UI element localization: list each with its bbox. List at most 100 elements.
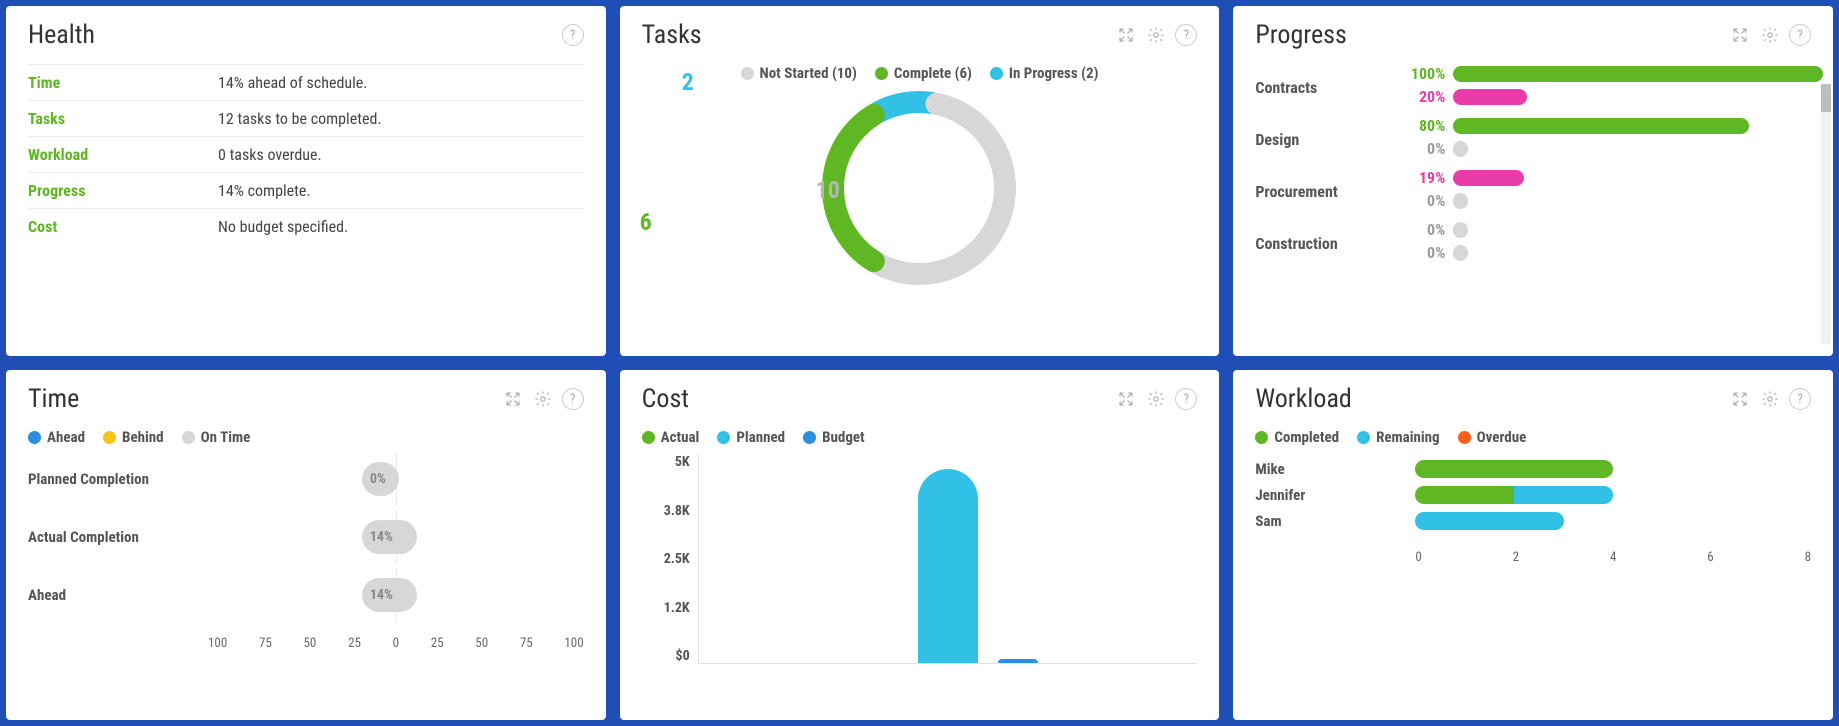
gear-icon[interactable]: [1145, 24, 1167, 46]
time-row: Ahead 14%: [28, 578, 584, 612]
health-card: Health ? Time 14% ahead of schedule.Task…: [6, 6, 606, 356]
help-icon[interactable]: ?: [1789, 24, 1811, 46]
time-metric: Ahead: [28, 586, 208, 604]
axis-tick: 100: [564, 636, 583, 651]
axis-tick: $0: [642, 648, 690, 664]
donut-value-label: 10: [816, 176, 840, 204]
axis-tick: 50: [304, 636, 317, 651]
legend-swatch: [642, 431, 655, 444]
progress-percent: 80%: [1395, 116, 1445, 135]
axis-tick: 100: [208, 636, 227, 651]
workload-segment: [1514, 486, 1613, 504]
health-value: No budget specified.: [218, 217, 348, 236]
cost-bar: [918, 469, 978, 663]
progress-row: Design 80% 0%: [1255, 116, 1823, 162]
cost-bar-chart: [698, 454, 1198, 664]
time-bubble: 0%: [362, 462, 399, 496]
progress-row: Contracts 100% 20%: [1255, 64, 1823, 110]
expand-icon[interactable]: [1115, 24, 1137, 46]
donut-value-label: 6: [640, 208, 652, 236]
progress-percent: 19%: [1395, 168, 1445, 187]
workload-row: Mike: [1255, 460, 1811, 478]
legend-item[interactable]: Overdue: [1458, 428, 1527, 446]
progress-percent: 0%: [1395, 220, 1445, 239]
axis-tick: 2.5K: [642, 551, 690, 567]
workload-person: Jennifer: [1255, 486, 1415, 504]
time-title: Time: [28, 384, 79, 414]
progress-bar: [1453, 141, 1468, 157]
workload-person: Sam: [1255, 512, 1415, 530]
workload-title: Workload: [1255, 384, 1351, 414]
health-label: Progress: [28, 181, 218, 200]
health-row: Cost No budget specified.: [28, 209, 584, 244]
workload-segment: [1415, 512, 1563, 530]
health-value: 0 tasks overdue.: [218, 145, 322, 164]
cost-title: Cost: [642, 384, 689, 414]
scrollbar[interactable]: [1821, 84, 1831, 344]
progress-row: Construction 0% 0%: [1255, 220, 1823, 266]
axis-tick: 0: [1415, 550, 1421, 565]
time-card: Time ? Ahead Behind On Time Planned Comple…: [6, 370, 606, 720]
axis-tick: 0: [393, 636, 399, 651]
progress-bar: [1453, 89, 1527, 105]
legend-swatch: [1458, 431, 1471, 444]
health-label: Cost: [28, 217, 218, 236]
axis-tick: 3.8K: [642, 503, 690, 519]
gear-icon[interactable]: [532, 388, 554, 410]
expand-icon[interactable]: [1729, 24, 1751, 46]
axis-tick: 1.2K: [642, 600, 690, 616]
gear-icon[interactable]: [1759, 388, 1781, 410]
progress-category: Design: [1255, 130, 1395, 149]
legend-item[interactable]: Complete (6): [875, 64, 972, 82]
health-row: Time 14% ahead of schedule.: [28, 65, 584, 101]
progress-bar: [1453, 245, 1468, 261]
gear-icon[interactable]: [1759, 24, 1781, 46]
axis-tick: 5K: [642, 454, 690, 470]
cost-card: Cost ? Actual Planned Budget 5K 3.8K 2.5K 1.2…: [620, 370, 1220, 720]
expand-icon[interactable]: [1115, 388, 1137, 410]
health-label: Workload: [28, 145, 218, 164]
legend-item[interactable]: Actual: [642, 428, 700, 446]
workload-card: Workload ? Completed Remaining Overdue Mik…: [1233, 370, 1833, 720]
legend-swatch: [875, 67, 888, 80]
progress-category: Construction: [1255, 234, 1395, 253]
expand-icon[interactable]: [1729, 388, 1751, 410]
legend-item[interactable]: Completed: [1255, 428, 1339, 446]
legend-item[interactable]: In Progress (2): [990, 64, 1099, 82]
axis-tick: 4: [1610, 550, 1616, 565]
cost-bar: [998, 659, 1038, 663]
workload-segment: [1415, 486, 1514, 504]
help-icon[interactable]: ?: [562, 24, 584, 46]
health-value: 12 tasks to be completed.: [218, 109, 382, 128]
tasks-donut-chart: 1062: [642, 88, 1198, 288]
expand-icon[interactable]: [502, 388, 524, 410]
progress-row: Procurement 19% 0%: [1255, 168, 1823, 214]
axis-tick: 2: [1513, 550, 1519, 565]
legend-item[interactable]: Remaining: [1357, 428, 1440, 446]
help-icon[interactable]: ?: [1175, 388, 1197, 410]
help-icon[interactable]: ?: [1789, 388, 1811, 410]
progress-bar: [1453, 118, 1749, 134]
legend-swatch: [103, 431, 116, 444]
axis-tick: 25: [348, 636, 361, 651]
health-value: 14% complete.: [218, 181, 311, 200]
legend-item[interactable]: On Time: [182, 428, 251, 446]
time-bubble: 14%: [362, 578, 417, 612]
help-icon[interactable]: ?: [1175, 24, 1197, 46]
axis-tick: 75: [259, 636, 272, 651]
help-icon[interactable]: ?: [562, 388, 584, 410]
progress-bar: [1453, 66, 1823, 82]
legend-item[interactable]: Not Started (10): [741, 64, 857, 82]
legend-item[interactable]: Behind: [103, 428, 164, 446]
legend-item[interactable]: Budget: [803, 428, 865, 446]
legend-swatch: [28, 431, 41, 444]
time-row: Planned Completion 0%: [28, 462, 584, 496]
progress-bar: [1453, 193, 1468, 209]
progress-bar: [1453, 170, 1523, 186]
legend-item[interactable]: Planned: [717, 428, 785, 446]
legend-item[interactable]: Ahead: [28, 428, 85, 446]
workload-person: Mike: [1255, 460, 1415, 478]
progress-percent: 20%: [1395, 87, 1445, 106]
health-title: Health: [28, 20, 95, 50]
gear-icon[interactable]: [1145, 388, 1167, 410]
